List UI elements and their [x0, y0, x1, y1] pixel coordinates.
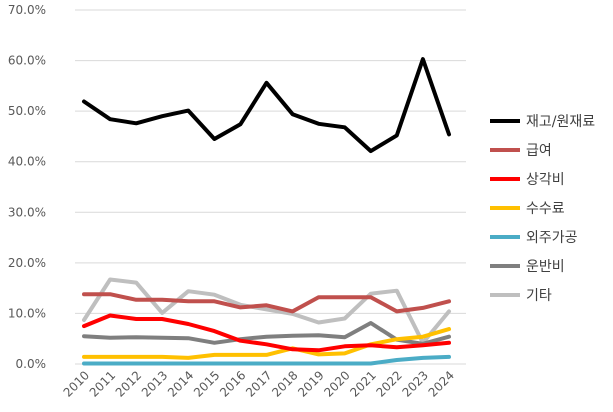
- series-line: [82, 292, 451, 314]
- x-tick-label: 2014: [165, 368, 196, 399]
- series-line: [82, 327, 451, 360]
- y-tick-label: 0.0%: [16, 357, 47, 371]
- legend-label: 외주가공: [526, 230, 578, 246]
- x-tick-label: 2018: [269, 368, 300, 399]
- series-line: [82, 277, 451, 345]
- legend-label: 급여: [526, 143, 552, 159]
- x-tick-label: 2023: [400, 368, 431, 399]
- legend-label: 재고/원재료: [526, 114, 595, 130]
- series-line: [82, 321, 451, 346]
- x-tick-label: 2022: [373, 368, 404, 399]
- y-tick-label: 20.0%: [8, 256, 46, 270]
- x-tick-label: 2013: [139, 368, 170, 399]
- x-tick-label: 2012: [113, 368, 144, 399]
- legend-label: 수수료: [526, 201, 565, 217]
- x-tick-label: 2021: [347, 368, 378, 399]
- y-tick-label: 60.0%: [8, 54, 46, 68]
- legend-label: 상각비: [526, 172, 565, 188]
- gridlines: [75, 9, 466, 314]
- y-tick-label: 50.0%: [8, 104, 46, 118]
- x-tick-label: 2016: [217, 368, 248, 399]
- x-tick-label: 2024: [426, 368, 457, 399]
- x-tick-label: 2019: [295, 368, 326, 399]
- legend-label: 기타: [526, 288, 552, 304]
- series-lines: [82, 57, 451, 366]
- y-tick-label: 40.0%: [8, 155, 46, 169]
- y-tick-label: 70.0%: [8, 3, 46, 17]
- y-tick-label: 10.0%: [8, 306, 46, 320]
- legend-label: 운반비: [526, 259, 565, 275]
- x-tick-label: 2010: [61, 368, 92, 399]
- x-tick-label: 2011: [87, 368, 118, 399]
- x-tick-label: 2017: [243, 368, 274, 399]
- series-line: [82, 313, 451, 353]
- x-tick-label: 2020: [321, 368, 352, 399]
- series-line: [82, 57, 451, 154]
- series-line: [82, 354, 451, 366]
- y-tick-label: 30.0%: [8, 205, 46, 219]
- x-tick-label: 2015: [191, 368, 222, 399]
